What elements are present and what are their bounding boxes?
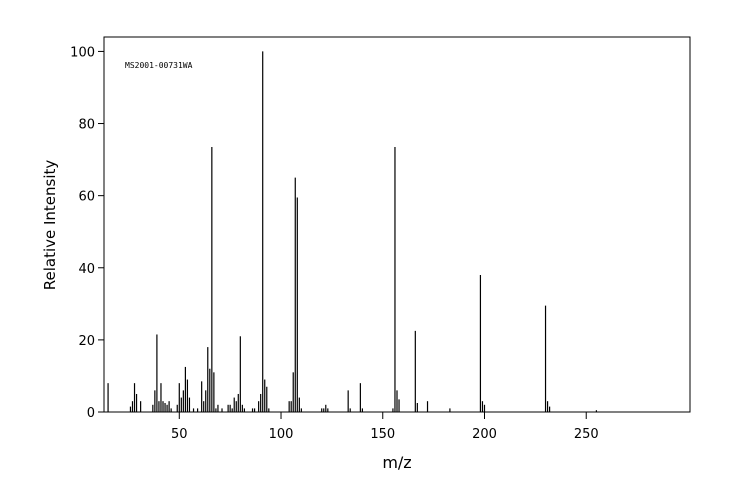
annotation: MS2001-00731WA [125,61,193,70]
y-tick-label: 60 [78,190,95,205]
y-tick-label: 80 [78,118,95,133]
y-axis-label: Relative Intensity [41,160,59,291]
y-tick-label: 0 [87,406,95,421]
x-tick-label: 50 [171,427,188,442]
y-tick-label: 20 [78,334,95,349]
y-tick-label: 40 [78,262,95,277]
y-tick-label: 100 [70,45,95,60]
x-tick-label: 250 [574,427,599,442]
x-tick-label: 200 [472,427,497,442]
x-axis-label: m/z [382,453,411,472]
plot-frame [103,36,691,413]
x-tick-label: 150 [370,427,395,442]
x-tick-label: 100 [269,427,294,442]
